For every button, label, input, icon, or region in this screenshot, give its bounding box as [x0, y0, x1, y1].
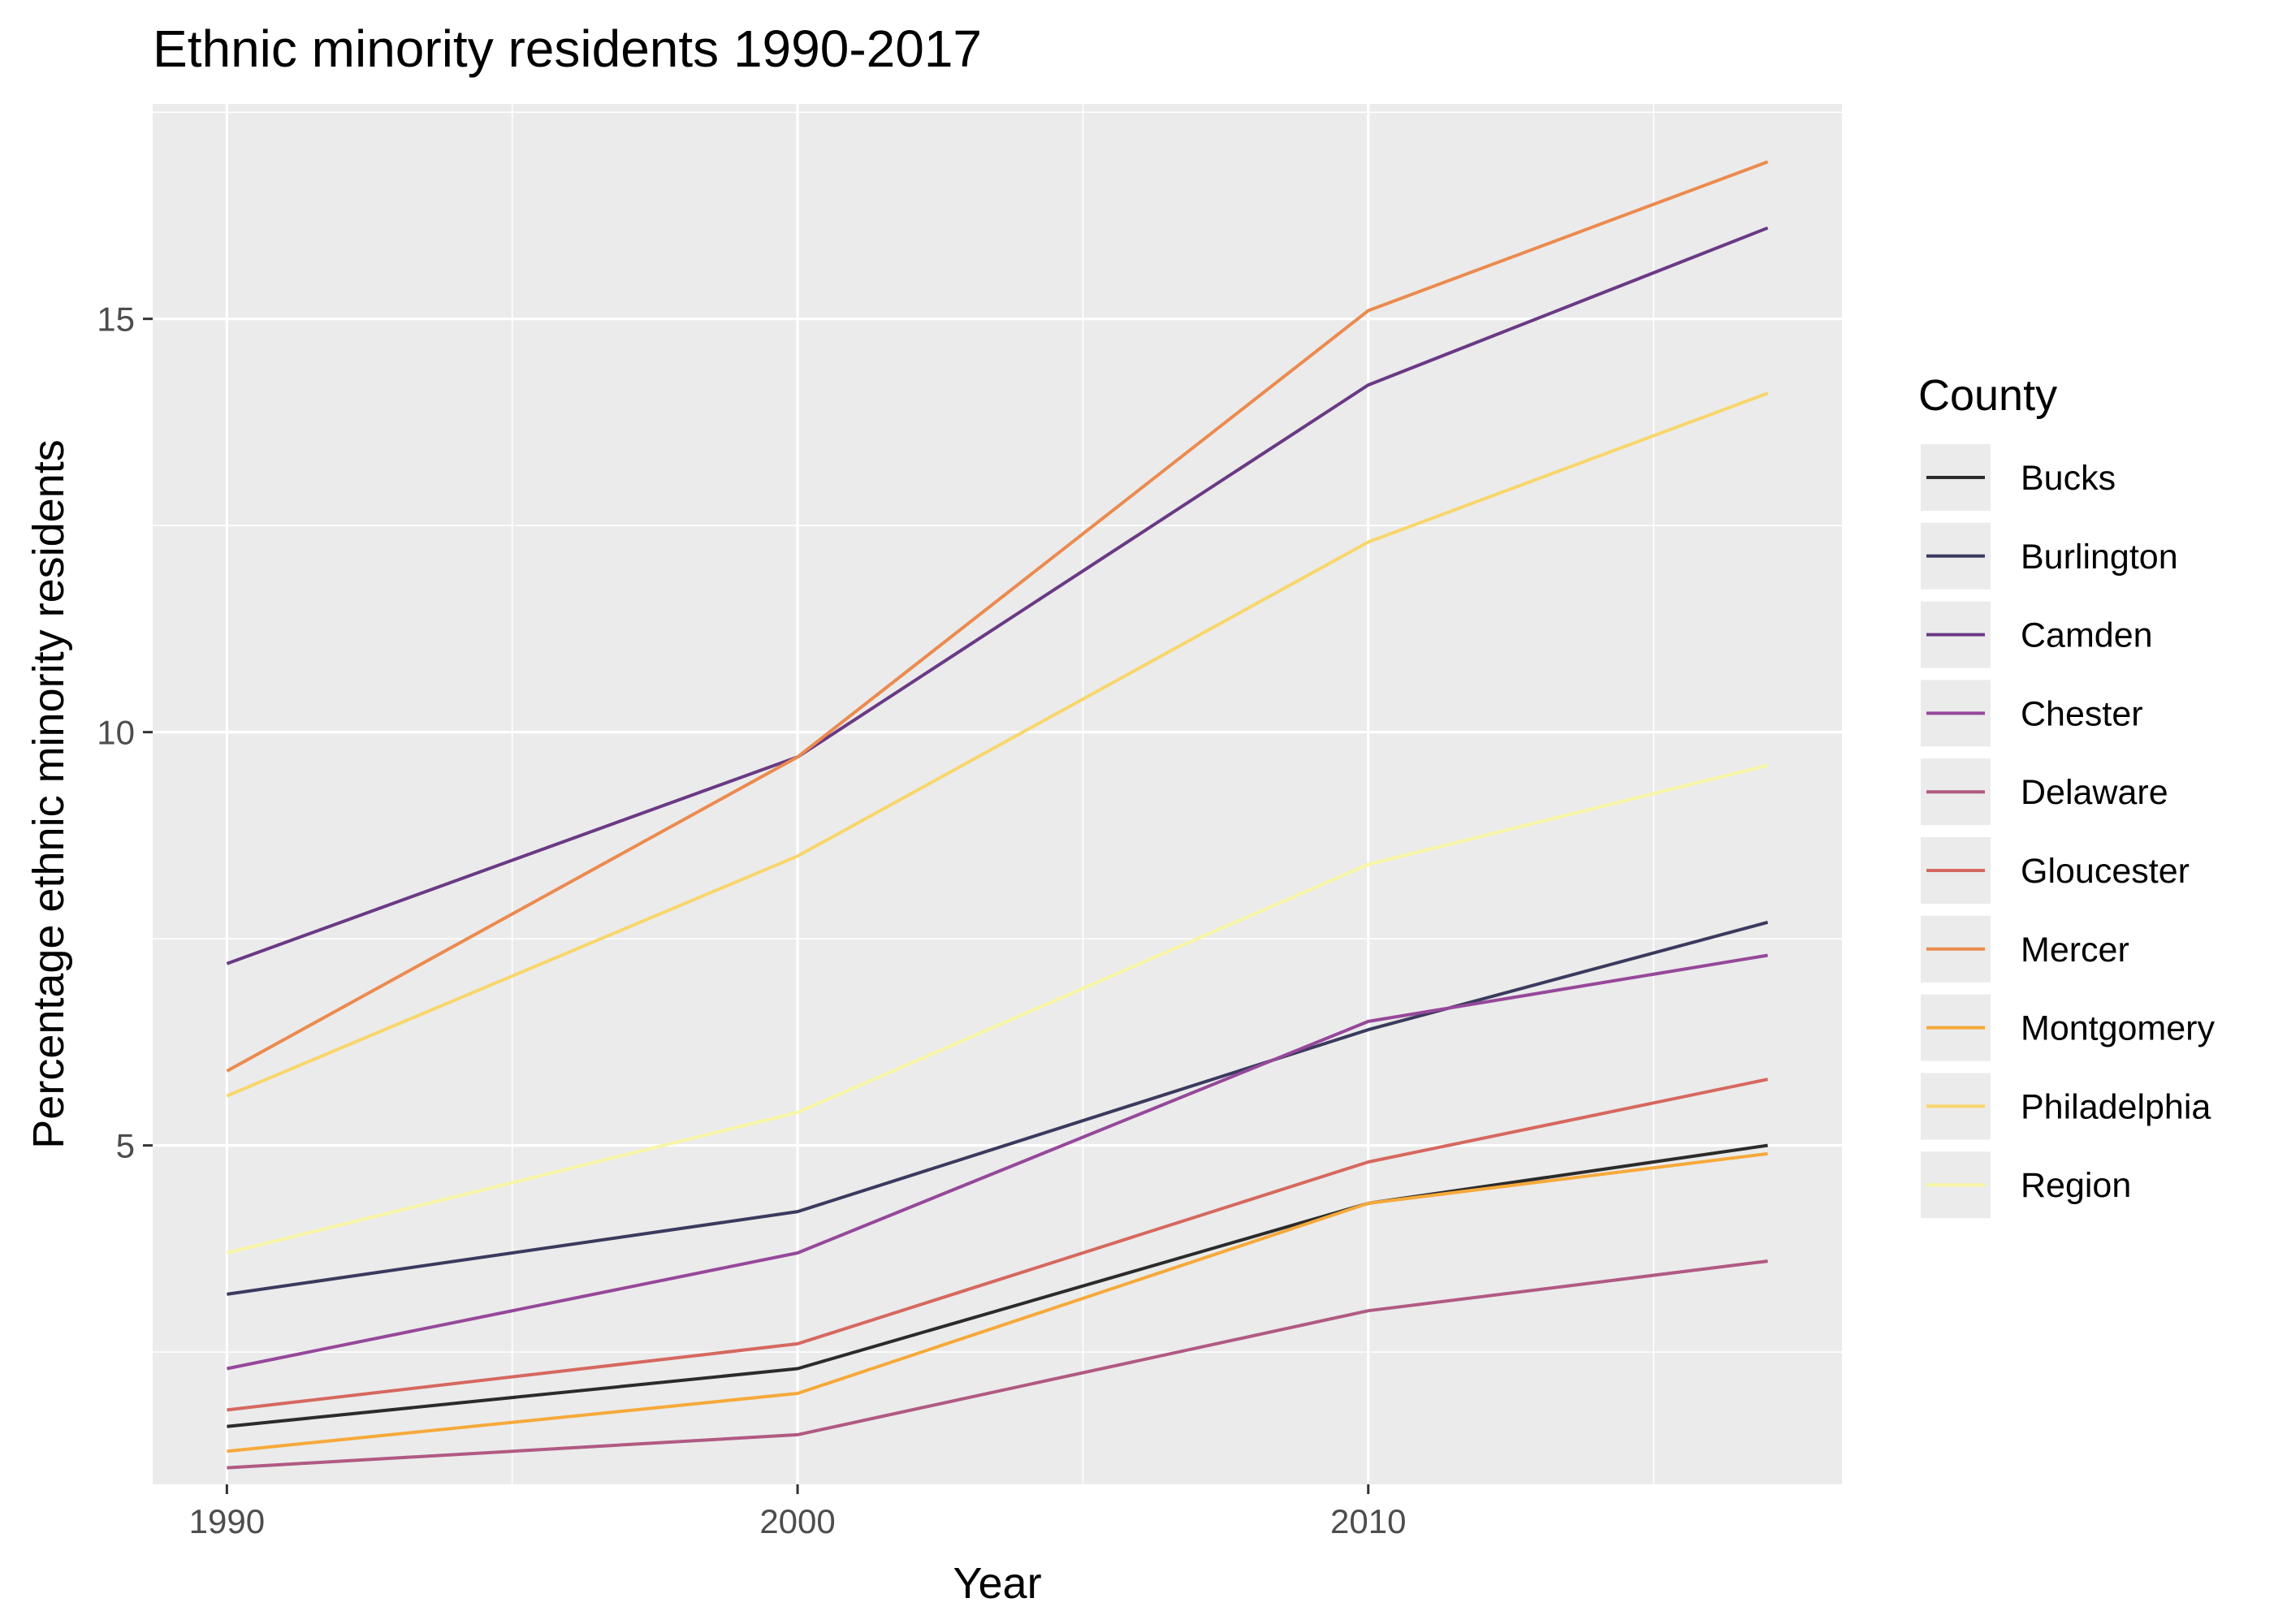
series-line-chester: [227, 953, 1768, 1371]
y-tick-label: 5: [116, 1127, 135, 1165]
legend-label: Gloucester: [2021, 852, 2190, 891]
x-axis: 1990 2000 2010: [189, 1484, 1406, 1540]
series-line-burlington: [227, 920, 1769, 1296]
series-lines: [226, 160, 1769, 1470]
legend-title: County: [1918, 371, 2057, 420]
legend-label: Bucks: [2021, 459, 2116, 498]
x-tick-label: 1990: [189, 1502, 265, 1540]
legend: County Bucks Burlington Camden Chester Delaw…: [1918, 371, 2215, 1220]
legend-label: Region: [2021, 1166, 2131, 1205]
x-tick-label: 2010: [1330, 1502, 1406, 1540]
chart-title: Ethnic minority residents 1990-2017: [153, 19, 982, 78]
x-axis-title: Year: [953, 1559, 1041, 1608]
legend-label: Chester: [2021, 694, 2143, 733]
y-axis: 5 10 15: [97, 300, 153, 1165]
legend-items: Bucks Burlington Camden Chester Delaware Glou…: [1919, 443, 2215, 1220]
series-line-philadelphia: [226, 391, 1769, 1098]
y-axis-title: Percentage ethnic minority residents: [24, 439, 73, 1148]
legend-label: Burlington: [2021, 538, 2178, 577]
legend-label: Mercer: [2021, 931, 2129, 970]
series-line-montgomery: [227, 1151, 1768, 1453]
legend-label: Montgomery: [2021, 1009, 2215, 1048]
series-line-bucks: [227, 1143, 1768, 1428]
legend-label: Philadelphia: [2021, 1087, 2211, 1126]
legend-label: Camden: [2021, 616, 2153, 655]
legend-label: Delaware: [2021, 773, 2168, 812]
x-tick-label: 2000: [759, 1502, 835, 1540]
y-tick-label: 15: [97, 300, 135, 339]
y-tick-label: 10: [97, 714, 135, 752]
series-line-mercer: [226, 160, 1769, 1073]
series-line-camden: [226, 226, 1769, 965]
series-line-delaware: [227, 1259, 1768, 1470]
plot-panel: [153, 104, 1842, 1484]
series-line-gloucester: [227, 1078, 1769, 1412]
minor-gridlines: [153, 104, 1842, 1484]
series-line-region: [226, 763, 1769, 1255]
